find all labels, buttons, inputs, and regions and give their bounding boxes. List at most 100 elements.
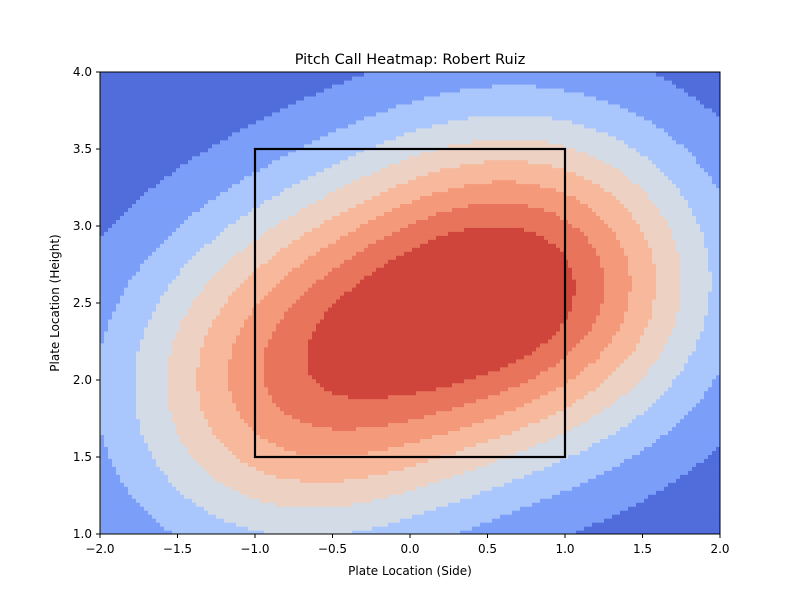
- contour-cell: [292, 526, 297, 531]
- contour-cell: [364, 442, 369, 447]
- contour-cell: [640, 494, 645, 499]
- contour-cell: [556, 510, 561, 515]
- contour-cell: [100, 506, 105, 511]
- contour-cell: [324, 442, 329, 447]
- contour-cell: [536, 430, 541, 436]
- contour-cell: [616, 514, 621, 519]
- contour-cell: [344, 418, 349, 424]
- contour-cell: [264, 406, 269, 412]
- contour-cell: [188, 498, 193, 503]
- contour-cell: [232, 478, 237, 483]
- contour-cell: [652, 510, 657, 515]
- contour-cell: [160, 458, 165, 463]
- contour-cell: [464, 422, 469, 428]
- contour-cell: [100, 526, 105, 531]
- contour-cell: [412, 522, 417, 527]
- contour-cell: [508, 486, 513, 491]
- contour-cell: [172, 418, 177, 424]
- contour-cell: [112, 510, 117, 515]
- contour-cell: [352, 498, 357, 503]
- contour-cell: [596, 530, 601, 534]
- contour-cell: [364, 514, 369, 519]
- contour-cell: [408, 426, 413, 432]
- contour-cell: [216, 502, 221, 507]
- contour-cell: [492, 418, 497, 424]
- contour-cell: [500, 470, 505, 475]
- contour-cell: [528, 406, 533, 412]
- contour-cell: [440, 438, 445, 443]
- contour-cell: [104, 506, 109, 511]
- contour-cell: [656, 434, 661, 440]
- contour-cell: [416, 462, 421, 467]
- contour-cell: [100, 486, 105, 491]
- contour-cell: [492, 482, 497, 487]
- contour-cell: [232, 434, 237, 440]
- contour-cell: [716, 438, 720, 443]
- contour-cell: [568, 514, 573, 519]
- contour-cell: [248, 406, 253, 412]
- contour-cell: [628, 466, 633, 471]
- contour-cell: [716, 434, 720, 440]
- contour-cell: [600, 458, 605, 463]
- contour-cell: [104, 426, 109, 432]
- contour-cell: [160, 526, 165, 531]
- contour-cell: [628, 446, 633, 451]
- contour-cell: [336, 418, 341, 424]
- contour-cell: [464, 486, 469, 491]
- contour-cell: [472, 490, 477, 495]
- contour-cell: [360, 406, 365, 412]
- contour-cell: [508, 458, 513, 463]
- contour-cell: [220, 514, 225, 519]
- contour-cell: [668, 526, 673, 531]
- contour-cell: [308, 446, 313, 451]
- contour-cell: [244, 474, 249, 479]
- contour-cell: [588, 490, 593, 495]
- contour-cell: [348, 522, 353, 527]
- contour-cell: [700, 494, 705, 499]
- contour-cell: [584, 442, 589, 447]
- contour-cell: [348, 470, 353, 475]
- contour-cell: [436, 474, 441, 479]
- contour-cell: [456, 510, 461, 515]
- contour-cell: [384, 410, 389, 416]
- contour-cell: [380, 470, 385, 475]
- contour-cell: [172, 502, 177, 507]
- contour-cell: [656, 430, 661, 436]
- contour-cell: [188, 422, 193, 428]
- contour-cell: [480, 506, 485, 511]
- contour-cell: [444, 498, 449, 503]
- contour-cell: [580, 438, 585, 443]
- contour-cell: [176, 490, 181, 495]
- contour-cell: [468, 530, 473, 534]
- contour-cell: [604, 422, 609, 428]
- contour-cell: [388, 446, 393, 451]
- contour-cell: [124, 410, 129, 416]
- contour-cell: [432, 442, 437, 447]
- contour-cell: [544, 482, 549, 487]
- contour-cell: [120, 518, 125, 523]
- contour-cell: [524, 526, 529, 531]
- contour-cell: [240, 414, 245, 420]
- contour-cell: [504, 466, 509, 471]
- contour-cell: [652, 462, 657, 467]
- contour-cell: [380, 434, 385, 440]
- contour-cell: [704, 458, 709, 463]
- contour-cell: [644, 478, 649, 483]
- contour-cell: [556, 486, 561, 491]
- contour-cell: [148, 410, 153, 416]
- contour-cell: [540, 450, 545, 455]
- contour-cell: [248, 470, 253, 475]
- contour-cell: [140, 526, 145, 531]
- contour-cell: [216, 482, 221, 487]
- contour-cell: [124, 478, 129, 483]
- contour-cell: [456, 442, 461, 447]
- contour-cell: [188, 450, 193, 455]
- contour-cell: [596, 526, 601, 531]
- contour-cell: [480, 462, 485, 467]
- contour-cell: [608, 458, 613, 463]
- contour-cell: [340, 418, 345, 424]
- contour-cell: [104, 434, 109, 440]
- contour-cell: [588, 478, 593, 483]
- contour-cell: [340, 522, 345, 527]
- contour-cell: [124, 446, 129, 451]
